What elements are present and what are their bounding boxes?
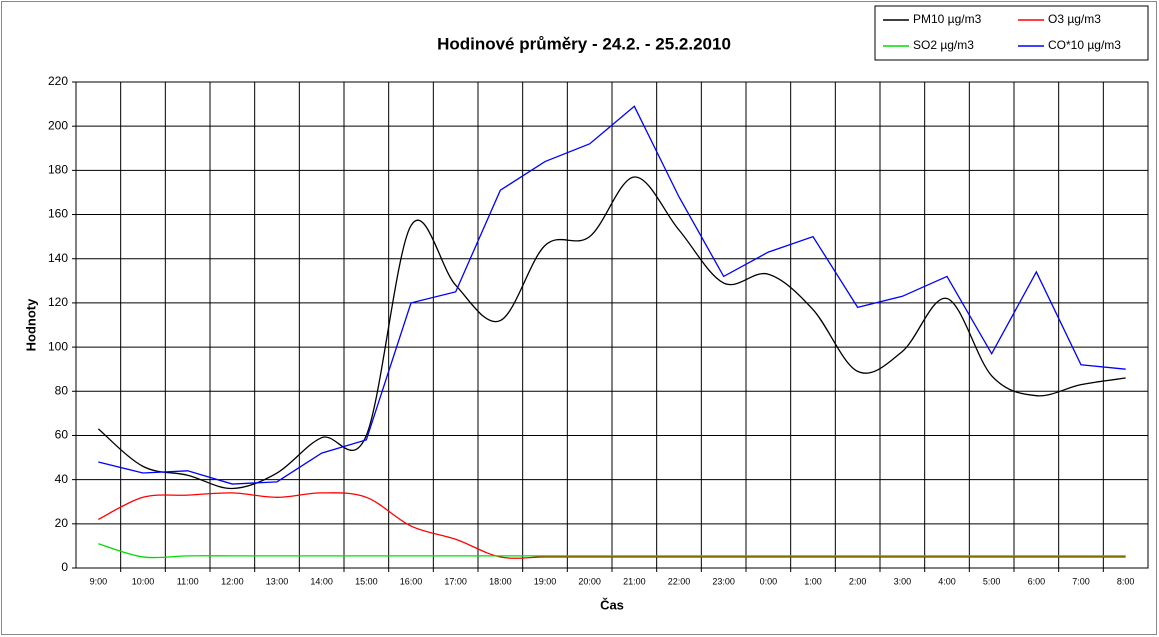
- series-line: [98, 543, 1126, 559]
- x-tick-label: 16:00: [400, 576, 423, 586]
- x-tick-label: 8:00: [1117, 576, 1135, 586]
- x-tick-label: 3:00: [894, 576, 912, 586]
- x-tick-label: 18:00: [489, 576, 512, 586]
- series-line: [98, 492, 1126, 559]
- legend-label: PM10 µg/m3: [913, 12, 982, 26]
- x-tick-label: 11:00: [177, 576, 199, 586]
- x-tick-label: 2:00: [849, 576, 867, 586]
- y-tick-label: 20: [55, 516, 69, 530]
- y-tick-label: 60: [55, 428, 69, 442]
- x-tick-label: 21:00: [623, 576, 646, 586]
- y-tick-label: 160: [48, 207, 68, 221]
- x-tick-label: 12:00: [221, 576, 244, 586]
- legend-label: O3 µg/m3: [1048, 12, 1101, 26]
- x-tick-label: 20:00: [578, 576, 601, 586]
- x-tick-label: 9:00: [90, 576, 108, 586]
- y-tick-label: 220: [48, 74, 68, 88]
- x-tick-label: 7:00: [1072, 576, 1090, 586]
- x-tick-label: 10:00: [132, 576, 155, 586]
- y-tick-label: 120: [48, 295, 68, 309]
- x-tick-label: 17:00: [444, 576, 467, 586]
- x-tick-label: 5:00: [983, 576, 1001, 586]
- x-tick-label: 19:00: [534, 576, 557, 586]
- series-line: [97, 176, 1126, 490]
- x-tick-label: 14:00: [310, 576, 333, 586]
- x-tick-label: 4:00: [938, 576, 956, 586]
- x-tick-label: 13:00: [266, 576, 289, 586]
- y-tick-label: 140: [48, 251, 68, 265]
- y-tick-label: 100: [48, 339, 68, 353]
- legend-box: [874, 5, 1149, 61]
- x-tick-label: 1:00: [804, 576, 822, 586]
- y-tick-label: 200: [48, 118, 68, 132]
- x-tick-label: 6:00: [1028, 576, 1046, 586]
- y-tick-label: 0: [61, 560, 68, 574]
- y-axis-label: Hodnoty: [23, 298, 38, 351]
- y-tick-label: 80: [55, 383, 69, 397]
- x-tick-label: 22:00: [668, 576, 691, 586]
- x-axis-label: Čas: [600, 597, 624, 612]
- x-tick-label: 23:00: [712, 576, 735, 586]
- legend-label: SO2 µg/m3: [913, 38, 974, 52]
- y-tick-label: 40: [55, 472, 69, 486]
- legend-label: CO*10 µg/m3: [1048, 38, 1121, 52]
- chart-title: Hodinové průměry - 24.2. - 25.2.2010: [437, 34, 731, 53]
- series-line: [98, 105, 1126, 485]
- y-tick-label: 180: [48, 163, 68, 177]
- x-tick-label: 15:00: [355, 576, 378, 586]
- x-tick-label: 0:00: [760, 576, 778, 586]
